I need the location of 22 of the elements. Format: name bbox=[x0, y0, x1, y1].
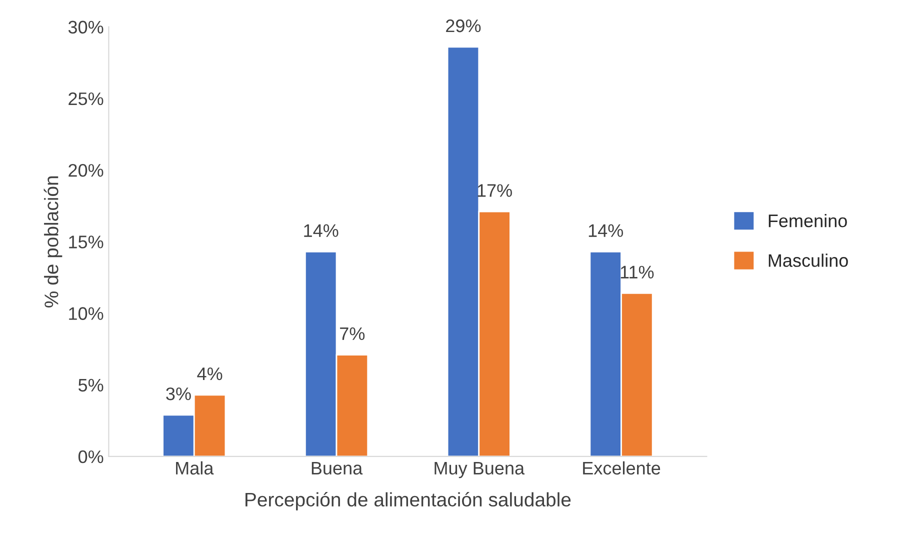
x-tick-label: Buena bbox=[312, 462, 363, 475]
x-tick-label: Muy Buena bbox=[434, 462, 525, 478]
data-label: 14% bbox=[588, 224, 624, 237]
data-label: 11% bbox=[620, 266, 654, 278]
y-tick-label: 10% bbox=[69, 307, 104, 320]
y-tick-label: 20% bbox=[68, 164, 104, 177]
data-label: 29% bbox=[446, 19, 481, 32]
data-label: 3% bbox=[166, 387, 191, 400]
legend-label: Femenino bbox=[768, 214, 847, 228]
y-axis-title: % de población bbox=[44, 176, 62, 308]
y-tick-label: 30% bbox=[68, 20, 104, 34]
y-tick-label: 15% bbox=[69, 236, 104, 248]
y-tick-label: 25% bbox=[68, 92, 104, 106]
y-tick-label: 5% bbox=[78, 378, 104, 392]
legend-label: Masculino bbox=[768, 254, 848, 267]
data-label: 4% bbox=[197, 367, 222, 380]
y-tick-label: 0% bbox=[78, 450, 104, 464]
x-tick-label: Mala bbox=[176, 461, 214, 475]
data-label: 7% bbox=[340, 327, 365, 340]
x-axis-title: Percepción de alimentación saludable bbox=[246, 492, 571, 510]
x-tick-label: Excelente bbox=[583, 461, 660, 475]
data-label: 14% bbox=[304, 224, 338, 237]
